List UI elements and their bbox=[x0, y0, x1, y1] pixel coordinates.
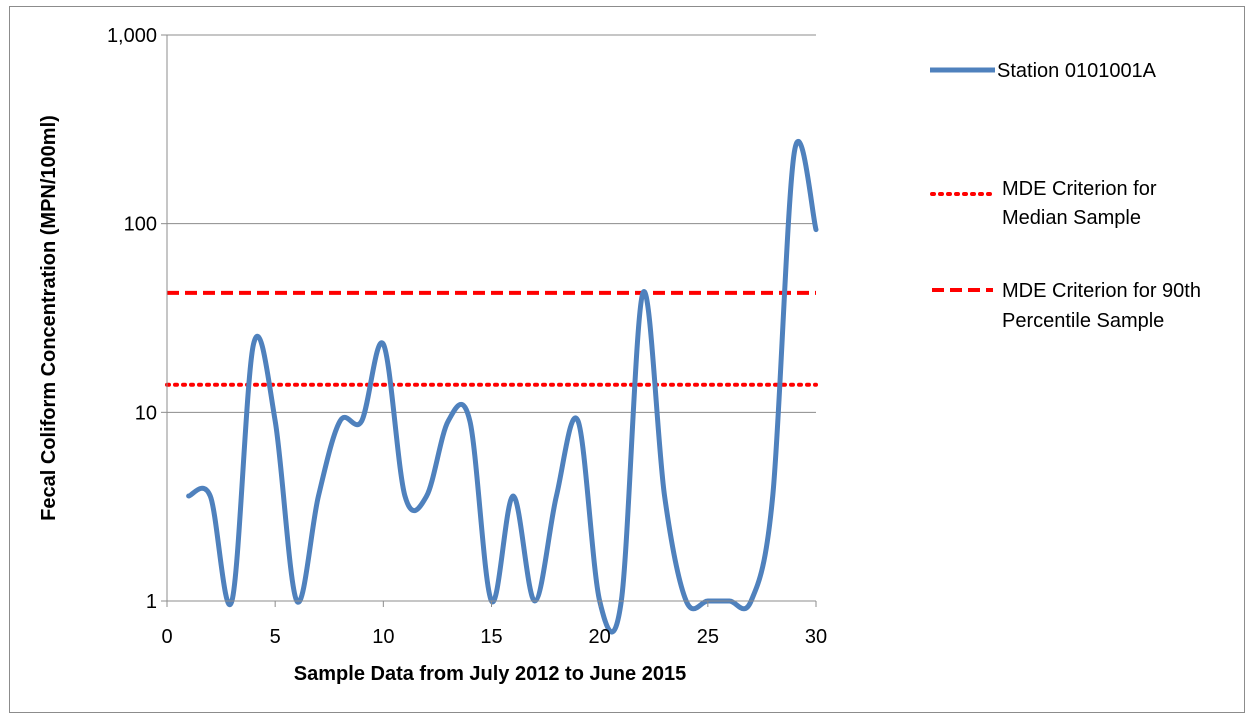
legend-label-median-1: MDE Criterion for bbox=[1002, 178, 1157, 200]
y-tick-label: 100 bbox=[124, 214, 157, 236]
x-tick-label: 20 bbox=[589, 626, 611, 648]
x-tick-label: 5 bbox=[270, 626, 281, 648]
tick-labels: 1 10 100 1,000 0 5 10 15 20 25 30 bbox=[107, 25, 827, 648]
legend: Station 0101001A MDE Criterion for Media… bbox=[930, 60, 1201, 332]
y-tick-label: 1 bbox=[146, 591, 157, 613]
y-tick-label: 1,000 bbox=[107, 25, 157, 47]
legend-label-median-2: Median Sample bbox=[1002, 207, 1141, 229]
legend-label-station: Station 0101001A bbox=[997, 60, 1157, 82]
legend-entry-median: MDE Criterion for Median Sample bbox=[930, 178, 1157, 229]
x-tick-label: 25 bbox=[697, 626, 719, 648]
chart-frame bbox=[9, 6, 1245, 713]
y-tick-label: 10 bbox=[135, 402, 157, 424]
station-series-line bbox=[186, 138, 819, 635]
criterion-lines bbox=[165, 290, 818, 387]
legend-entry-station: Station 0101001A bbox=[930, 60, 1157, 82]
x-tick-label: 0 bbox=[161, 626, 172, 648]
data-series bbox=[186, 138, 819, 635]
legend-label-90th-2: Percentile Sample bbox=[1002, 310, 1164, 332]
x-tick-label: 15 bbox=[480, 626, 502, 648]
legend-entry-90th: MDE Criterion for 90th Percentile Sample bbox=[932, 280, 1201, 332]
x-tick-label: 30 bbox=[805, 626, 827, 648]
y-axis-title: Fecal Coliform Concentration (MPN/100ml) bbox=[38, 115, 60, 521]
axes bbox=[161, 34, 817, 607]
x-tick-label: 10 bbox=[372, 626, 394, 648]
legend-label-90th-1: MDE Criterion for 90th bbox=[1002, 280, 1201, 302]
x-axis-title: Sample Data from July 2012 to June 2015 bbox=[294, 663, 686, 685]
